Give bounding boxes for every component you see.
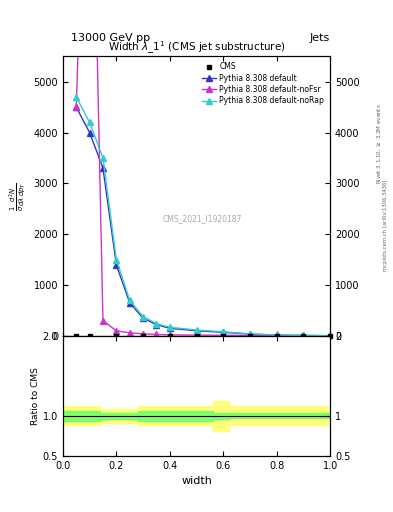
Legend: CMS, Pythia 8.308 default, Pythia 8.308 default-noFsr, Pythia 8.308 default-noRa: CMS, Pythia 8.308 default, Pythia 8.308 … <box>200 60 326 108</box>
Pythia 8.308 default-noFsr <box>114 328 119 334</box>
Y-axis label: $\frac{1}{\sigma}\frac{d^2N}{d\lambda\,dp_T}$: $\frac{1}{\sigma}\frac{d^2N}{d\lambda\,d… <box>7 182 28 210</box>
CMS <box>167 333 172 339</box>
Pythia 8.308 default <box>101 165 105 171</box>
Pythia 8.308 default <box>87 130 92 136</box>
Text: Jets: Jets <box>310 33 330 43</box>
Pythia 8.308 default-noRap <box>248 331 252 337</box>
Pythia 8.308 default <box>167 325 172 331</box>
Pythia 8.308 default <box>114 262 119 268</box>
Pythia 8.308 default-noRap <box>114 257 119 263</box>
Pythia 8.308 default-noFsr <box>101 317 105 324</box>
Text: CMS_2021_I1920187: CMS_2021_I1920187 <box>162 214 242 223</box>
CMS <box>274 333 279 339</box>
Text: 13000 GeV pp: 13000 GeV pp <box>71 33 150 43</box>
Pythia 8.308 default-noFsr <box>274 333 279 339</box>
CMS <box>74 333 79 339</box>
Pythia 8.308 default <box>274 332 279 338</box>
Pythia 8.308 default-noRap <box>194 327 199 333</box>
Pythia 8.308 default-noRap <box>167 324 172 330</box>
Pythia 8.308 default <box>248 331 252 337</box>
CMS <box>194 333 199 339</box>
Pythia 8.308 default-noFsr <box>301 333 306 339</box>
Line: Pythia 8.308 default-noRap: Pythia 8.308 default-noRap <box>73 94 333 338</box>
Line: Pythia 8.308 default-noFsr: Pythia 8.308 default-noFsr <box>73 0 333 338</box>
Pythia 8.308 default <box>74 104 79 110</box>
Pythia 8.308 default-noRap <box>274 332 279 338</box>
CMS <box>328 333 332 339</box>
X-axis label: width: width <box>181 476 212 486</box>
Title: Width $\lambda\_1^1$ (CMS jet substructure): Width $\lambda\_1^1$ (CMS jet substructu… <box>108 40 285 56</box>
Pythia 8.308 default-noFsr <box>154 331 159 337</box>
Pythia 8.308 default-noRap <box>154 321 159 327</box>
Pythia 8.308 default <box>328 333 332 339</box>
Pythia 8.308 default <box>154 322 159 328</box>
Pythia 8.308 default-noFsr <box>194 332 199 338</box>
Pythia 8.308 default <box>127 300 132 306</box>
Line: Pythia 8.308 default: Pythia 8.308 default <box>73 104 333 338</box>
Line: CMS: CMS <box>74 333 332 338</box>
Pythia 8.308 default <box>221 329 226 335</box>
Text: Rivet 3.1.10, $\geq$ 3.2M events: Rivet 3.1.10, $\geq$ 3.2M events <box>375 103 383 184</box>
Pythia 8.308 default-noFsr <box>127 330 132 336</box>
Pythia 8.308 default <box>194 328 199 334</box>
Pythia 8.308 default-noFsr <box>328 333 332 339</box>
Pythia 8.308 default-noRap <box>87 119 92 125</box>
Pythia 8.308 default-noRap <box>301 332 306 338</box>
Pythia 8.308 default-noFsr <box>167 332 172 338</box>
Text: mcplots.cern.ch [arXiv:1306.3436]: mcplots.cern.ch [arXiv:1306.3436] <box>384 180 388 271</box>
CMS <box>301 333 306 339</box>
Pythia 8.308 default-noRap <box>127 297 132 304</box>
Pythia 8.308 default-noFsr <box>221 332 226 338</box>
Pythia 8.308 default-noFsr <box>248 332 252 338</box>
Pythia 8.308 default <box>141 315 145 321</box>
Pythia 8.308 default-noRap <box>74 94 79 100</box>
Pythia 8.308 default-noRap <box>221 329 226 335</box>
CMS <box>114 333 119 339</box>
Pythia 8.308 default-noFsr <box>141 331 145 337</box>
Pythia 8.308 default <box>301 332 306 338</box>
CMS <box>87 333 92 339</box>
CMS <box>221 333 226 339</box>
Y-axis label: Ratio to CMS: Ratio to CMS <box>31 367 40 425</box>
Pythia 8.308 default-noRap <box>141 313 145 319</box>
CMS <box>248 333 252 339</box>
Pythia 8.308 default-noRap <box>101 155 105 161</box>
CMS <box>141 333 145 339</box>
Pythia 8.308 default-noRap <box>328 333 332 339</box>
Pythia 8.308 default-noFsr <box>74 104 79 110</box>
